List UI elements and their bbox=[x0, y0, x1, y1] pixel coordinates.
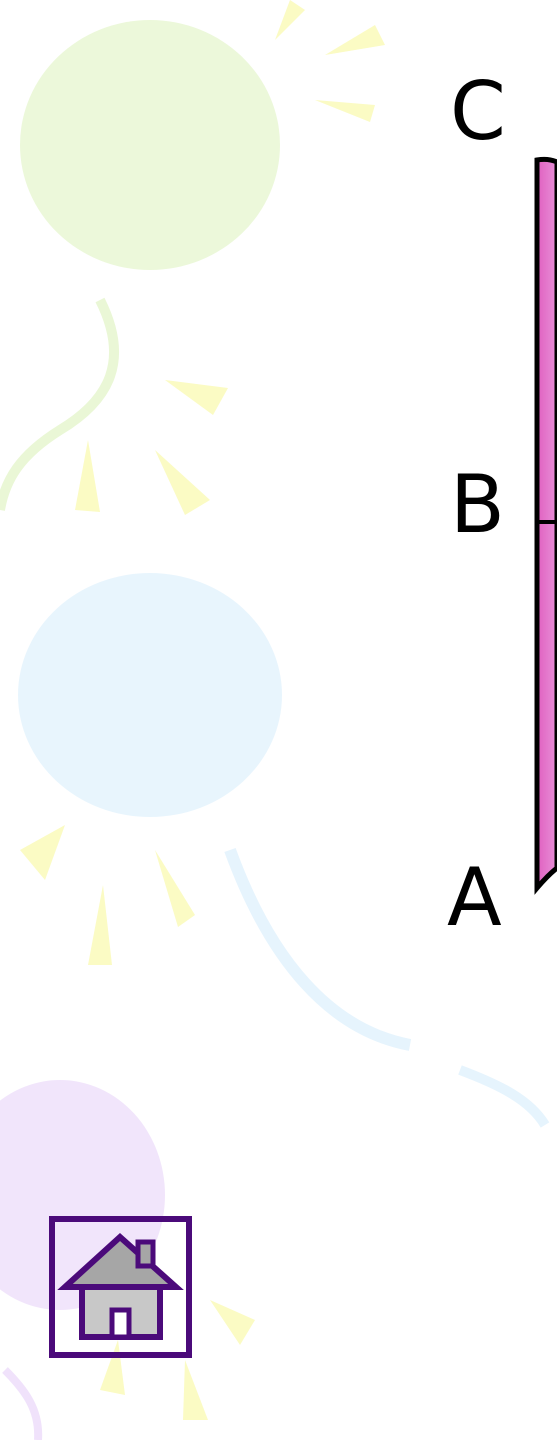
slide: C B A bbox=[0, 0, 557, 1440]
page: C B A (() => { const data = JSON.parse(d… bbox=[0, 0, 557, 1440]
decoration bbox=[0, 0, 545, 1440]
label-c: C bbox=[450, 65, 506, 158]
label-b: B bbox=[450, 458, 505, 551]
label-a: A bbox=[447, 851, 502, 944]
